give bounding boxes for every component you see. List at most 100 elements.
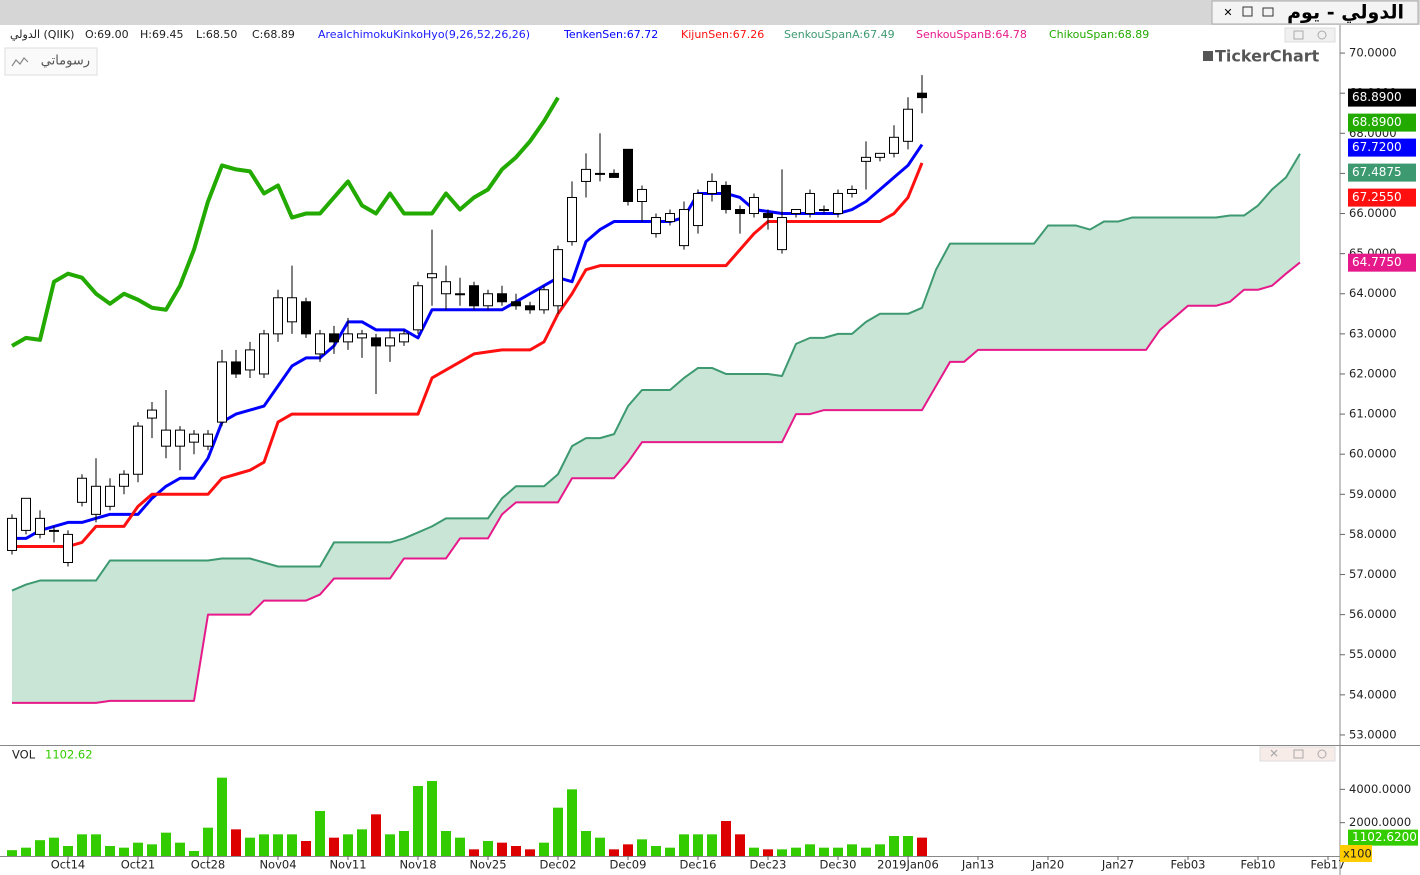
header-text: C:68.89 (252, 28, 295, 41)
candle-body (231, 361, 241, 375)
vol-settings-button[interactable] (1317, 749, 1327, 759)
candle-body (525, 305, 535, 311)
volume-bar (609, 849, 619, 856)
candle-body (273, 297, 283, 335)
legend-entry: ChikouSpan:68.89 (1049, 28, 1149, 41)
volume-bar (77, 834, 87, 856)
volume-bar (525, 849, 535, 856)
legend-entry: KijunSen:67.26 (681, 28, 764, 41)
x-tick-label: Oct14 (51, 858, 86, 872)
volume-bar (833, 847, 843, 856)
candle-body (413, 285, 423, 331)
volume-bar (343, 834, 353, 856)
last-value-label: 67.4875 (1352, 165, 1402, 179)
candle-body (21, 497, 31, 531)
candle-body (651, 217, 661, 235)
volume-bar (903, 836, 913, 856)
vol-y-tick-label: 4000.0000 (1349, 782, 1411, 796)
header-text: الدولي (QIIK) (10, 28, 74, 41)
indicator-line (12, 162, 924, 548)
x-tick-label: Dec23 (750, 858, 787, 872)
last-value-badge (1348, 113, 1416, 132)
candle-body (791, 209, 801, 215)
volume-bar (847, 844, 857, 856)
indicator-line (11, 153, 1301, 592)
candle-body (553, 249, 563, 307)
candle-body (203, 433, 213, 447)
volume-bar (7, 850, 17, 856)
candle-body (217, 361, 227, 423)
candle-body (189, 433, 199, 443)
legend-entry: TenkenSen:67.72 (563, 28, 658, 41)
detach-icon[interactable] (1262, 7, 1274, 17)
drawings-label[interactable]: رسوماتي (41, 54, 90, 69)
volume-bar (203, 827, 213, 856)
vol-y-tick-label: 2000.0000 (1349, 815, 1411, 829)
volume-bar (217, 777, 227, 856)
candle-body (805, 192, 815, 215)
candle-body (483, 293, 493, 307)
volume-bar (875, 844, 885, 856)
candle-body (861, 156, 871, 162)
volume-bar (665, 847, 675, 856)
volume-bar (161, 832, 171, 856)
volume-bar (399, 831, 409, 856)
candle-body (679, 209, 689, 247)
candle-body (329, 333, 339, 343)
volume-bar (553, 807, 563, 856)
volume-bar (315, 811, 325, 856)
settings-button[interactable] (1317, 30, 1327, 40)
candle-body (763, 213, 773, 219)
indicator-line (11, 96, 560, 348)
candle-body (511, 301, 521, 307)
multiplier: x100 (1343, 847, 1372, 861)
candle-body (287, 297, 297, 323)
maximize-button[interactable] (1293, 30, 1304, 40)
x-tick-label: Nov18 (399, 858, 436, 872)
volume-bar (49, 837, 59, 856)
volume-bar (777, 849, 787, 856)
volume-bar (133, 842, 143, 856)
legend-entry: SenkouSpanB:64.78 (916, 28, 1027, 41)
candle-body (875, 152, 885, 158)
volume-bar (595, 837, 605, 856)
restore-icon[interactable] (1242, 6, 1253, 17)
candle-body (399, 333, 409, 343)
volume-bar (231, 829, 241, 856)
logo-icon (1203, 51, 1213, 61)
candle-body (91, 485, 101, 515)
x-tick-label: Dec16 (680, 858, 717, 872)
logo: TickerChart (1215, 47, 1320, 66)
x-tick-label: Jan13 (961, 858, 994, 872)
y-tick-label: 66.0000 (1349, 206, 1397, 220)
last-value-label: 68.8900 (1352, 115, 1402, 129)
vol-last-badge (1348, 829, 1418, 846)
volume-bar (371, 814, 381, 856)
volume-bar (273, 834, 283, 856)
candle-body (245, 349, 255, 371)
candle-body (343, 333, 353, 343)
volume-bar (651, 846, 661, 856)
x-tick-label: 2019Jan06 (877, 858, 939, 872)
volume-bar (763, 849, 773, 856)
volume-bar (21, 847, 31, 856)
vol-close-button[interactable]: ✕ (1269, 747, 1279, 761)
y-tick-label: 63.0000 (1349, 326, 1397, 340)
candle-body (693, 192, 703, 227)
x-tick-label: Oct21 (121, 858, 156, 872)
candle-body (469, 285, 479, 307)
vol-maximize-button[interactable] (1293, 749, 1304, 759)
last-value-label: 64.7750 (1352, 255, 1402, 269)
volume-bar (63, 846, 73, 856)
y-tick-label: 64.0000 (1349, 286, 1397, 300)
legend-entry: SenkouSpanA:67.49 (784, 28, 895, 41)
title-bar (0, 0, 1420, 25)
indicator-name: AreaIchimokuKinkoHyo(9,26,52,26,26) (318, 28, 530, 41)
volume-bar (637, 839, 647, 856)
y-tick-label: 62.0000 (1349, 366, 1397, 380)
candle-body (455, 293, 465, 296)
close-icon[interactable]: ✕ (1223, 6, 1232, 19)
drawings-button[interactable] (4, 47, 98, 76)
y-tick-label: 60.0000 (1349, 447, 1397, 461)
